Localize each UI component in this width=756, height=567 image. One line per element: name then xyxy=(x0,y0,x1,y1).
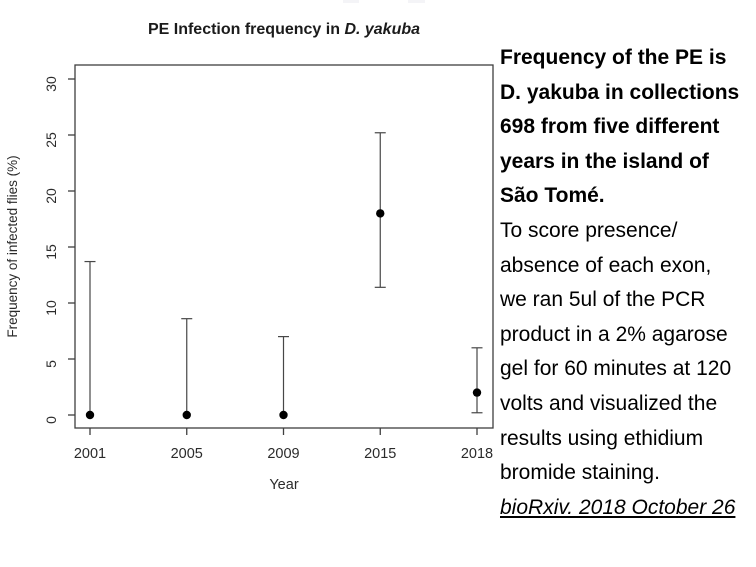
caption-citation: bioRxiv. 2018 October 26 xyxy=(500,495,736,519)
data-point xyxy=(472,388,482,397)
caption-line: bromide staining. xyxy=(500,461,660,485)
chart-title: PE Infection frequency in D. yakuba xyxy=(75,21,493,39)
caption-line: volts and visualized the xyxy=(500,391,718,415)
caption-line: absence of each exon, xyxy=(500,253,712,277)
caption-line: product in a 2% agarose xyxy=(500,322,728,346)
caption-line: results using ethidium xyxy=(500,426,704,450)
data-point xyxy=(182,410,191,420)
data-point xyxy=(279,410,288,420)
caption-block: Frequency of the PE is D. yakuba in coll… xyxy=(500,41,756,525)
y-tick-label: 25 xyxy=(43,132,59,148)
caption-line: gel for 60 minutes at 120 xyxy=(500,357,732,381)
y-tick-label: 5 xyxy=(43,360,59,368)
chart-title-species: D. yakuba xyxy=(344,21,421,38)
x-axis-label: Year xyxy=(269,477,298,493)
x-tick-label: 2001 xyxy=(74,446,106,462)
cropped-text-remnant xyxy=(343,0,359,3)
data-point xyxy=(85,410,95,420)
y-axis-label: Frequency of infected flies (%) xyxy=(5,155,20,337)
y-tick-label: 0 xyxy=(43,416,59,424)
infection-frequency-plot: 0 5 10 15 20 25 30 2001 2005 2009 2015 2018 Frequenc… xyxy=(5,64,494,493)
caption-line: Frequency of the PE is xyxy=(500,46,727,69)
y-tick-label: 10 xyxy=(43,300,59,316)
y-tick-label: 30 xyxy=(43,76,59,92)
y-tick-label: 15 xyxy=(43,244,59,260)
caption-line: D. yakuba in collections xyxy=(500,80,740,104)
cropped-text-remnant xyxy=(408,0,425,3)
caption-line: São Tomé. xyxy=(500,184,605,208)
caption-line: we ran 5ul of the PCR xyxy=(500,288,706,312)
x-tick-label: 2018 xyxy=(461,446,493,462)
y-tick-label: 20 xyxy=(43,188,59,204)
x-tick-label: 2005 xyxy=(171,446,203,462)
x-tick-label: 2009 xyxy=(267,446,299,462)
caption-line: years in the island of xyxy=(500,149,709,173)
data-point xyxy=(376,209,385,218)
caption-line: 698 from five different xyxy=(500,115,720,139)
caption-line: To score presence/ xyxy=(500,218,678,242)
x-tick-label: 2015 xyxy=(364,446,396,462)
chart-title-text: PE Infection frequency in xyxy=(147,21,345,38)
